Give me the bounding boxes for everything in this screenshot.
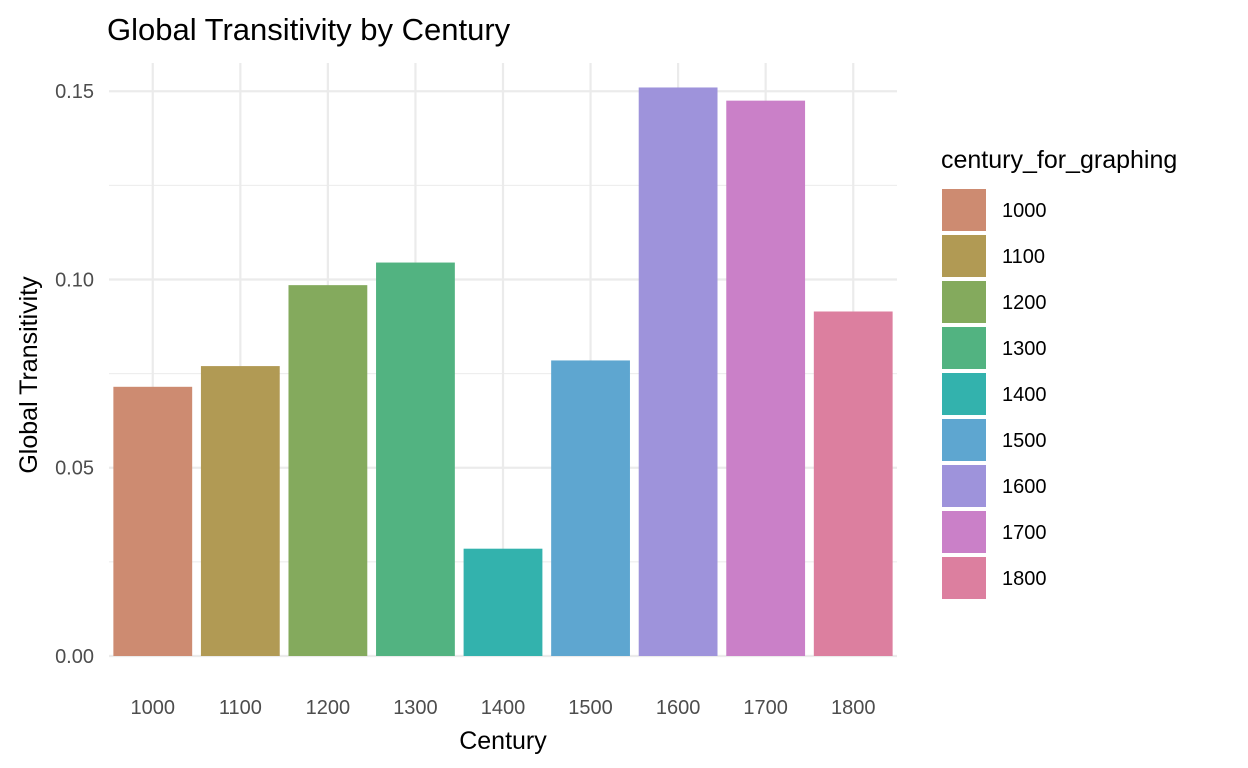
x-tick-label: 1700 <box>743 697 788 719</box>
legend-label: 1500 <box>1002 430 1047 452</box>
x-tick-label: 1200 <box>306 697 351 719</box>
legend-label: 1400 <box>1002 384 1047 406</box>
bar-1400 <box>463 548 543 656</box>
legend-key-1700 <box>942 511 986 553</box>
legend-items: 1000 1100 1200 1300 1400 1500 1600 1700 1800 <box>942 189 1047 599</box>
legend-label: 1700 <box>1002 522 1047 544</box>
bar-1500 <box>551 360 630 656</box>
legend-key-1600 <box>942 465 986 507</box>
chart-title: Global Transitivity by Century <box>107 12 511 47</box>
bar-1300 <box>376 262 455 656</box>
legend-label: 1300 <box>1002 338 1047 360</box>
x-axis-title: Century <box>459 727 547 755</box>
x-tick-label: 1300 <box>393 697 438 719</box>
legend-label: 1200 <box>1002 292 1047 314</box>
legend-label: 1600 <box>1002 476 1047 498</box>
y-axis-ticks: 0.00 0.05 0.10 0.15 <box>55 81 94 668</box>
legend-key-1100 <box>942 235 986 277</box>
x-tick-label: 1100 <box>219 697 262 719</box>
x-tick-label: 1500 <box>568 697 613 719</box>
legend-key-1300 <box>942 327 986 369</box>
x-tick-label: 1600 <box>656 697 701 719</box>
legend-title: century_for_graphing <box>941 146 1177 174</box>
legend-key-1800 <box>942 557 986 599</box>
legend-label: 1000 <box>1002 200 1047 222</box>
bar-1200 <box>288 285 368 656</box>
y-axis-title: Global Transitivity <box>15 276 43 474</box>
legend-label: 1800 <box>1002 568 1047 590</box>
bar-1600 <box>638 87 718 656</box>
x-tick-label: 1400 <box>481 697 526 719</box>
y-tick-label: 0.15 <box>55 81 94 103</box>
y-tick-label: 0.00 <box>55 646 94 668</box>
bars <box>113 87 893 656</box>
bar-1100 <box>200 366 280 656</box>
legend-key-1000 <box>942 189 986 231</box>
y-tick-label: 0.10 <box>55 269 94 291</box>
legend-key-1200 <box>942 281 986 323</box>
legend-key-1400 <box>942 373 986 415</box>
legend: century_for_graphing 1000 1100 1200 1300 140… <box>941 146 1177 599</box>
legend-key-1500 <box>942 419 986 461</box>
x-tick-label: 1000 <box>131 697 176 719</box>
bar-1800 <box>813 311 893 656</box>
x-axis-ticks: 1000 1100 1200 1300 1400 1500 1600 1700 1800 <box>131 697 876 719</box>
bar-1000 <box>113 386 193 656</box>
y-tick-label: 0.05 <box>55 458 94 480</box>
legend-label: 1100 <box>1002 246 1045 268</box>
bar-1700 <box>726 100 806 656</box>
x-tick-label: 1800 <box>831 697 876 719</box>
